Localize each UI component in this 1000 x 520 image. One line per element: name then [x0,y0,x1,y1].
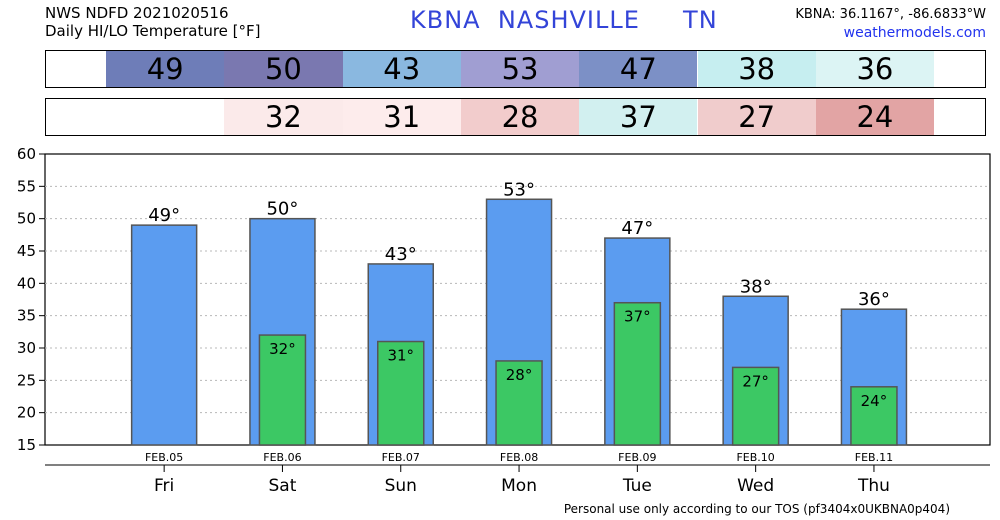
date-label: FEB.05 [145,451,183,464]
low-cell [106,99,225,135]
footer-note: Personal use only according to our TOS (… [563,502,950,516]
high-cell: 38 [697,51,816,87]
date-label: FEB.07 [382,451,420,464]
station-title: KBNA NASHVILLE TN [410,6,718,34]
model-run-label: NWS NDFD 2021020516 [45,4,229,22]
day-label: Tue [622,476,652,496]
low-cell: 27 [697,99,816,135]
low-cell: 32 [224,99,343,135]
low-cell: 24 [815,99,935,135]
high-bar-label: 36° [858,289,890,310]
high-temperature-strip: 49 50 43 53 47 38 36 [45,50,986,88]
low-bar-label: 28° [506,366,533,384]
date-label: FEB.08 [500,451,538,464]
y-tick-label: 20 [17,404,36,422]
high-bar-label: 53° [503,179,535,200]
temperature-chart: 15 20 25 30 35 40 45 50 55 60 49° FEB.05 Fri 50° 32° FE… [17,145,991,496]
date-label: FEB.10 [736,451,774,464]
day-label: Wed [737,476,774,496]
high-cell: 50 [224,51,343,87]
high-cell: 47 [579,51,698,87]
low-bar [495,360,543,446]
y-tick-label: 55 [17,177,36,195]
low-bar [377,340,425,446]
low-bar-label: 24° [861,392,888,410]
high-cell: 43 [342,51,461,87]
low-cell: 28 [460,99,580,135]
high-bar-label: 49° [148,205,180,226]
low-bar [613,301,662,446]
low-bar-label: 31° [387,347,414,365]
low-bar [850,386,898,446]
y-tick-label: 45 [17,242,36,260]
y-tick-label: 25 [17,371,36,389]
low-cell: 37 [579,99,698,135]
low-bar [258,334,307,446]
product-label: Daily HI/LO Temperature [°F] [45,22,261,40]
date-label: FEB.11 [855,451,893,464]
high-cell: 36 [815,51,935,87]
low-bar [731,366,780,446]
day-label: Fri [154,476,174,496]
high-cell: 49 [106,51,225,87]
y-tick-label: 30 [17,339,36,357]
day-label: Mon [501,476,537,496]
website-link[interactable]: weathermodels.com [843,25,986,41]
high-bar-label: 38° [740,276,772,297]
date-label: FEB.09 [618,451,656,464]
date-label: FEB.06 [263,451,301,464]
y-tick-label: 35 [17,307,36,325]
high-bar [130,224,198,446]
y-tick-label: 15 [17,436,36,454]
low-bar-label: 27° [742,372,769,390]
high-bar-label: 50° [266,199,298,220]
day-label: Sat [269,476,297,496]
low-cell: 31 [342,99,461,135]
low-bar-label: 32° [269,340,296,358]
y-tick-label: 40 [17,274,36,292]
y-tick-label: 60 [17,145,36,163]
day-label: Sun [385,476,417,496]
high-cell: 53 [460,51,580,87]
low-bar-label: 37° [624,308,651,326]
y-tick-label: 50 [17,210,36,228]
station-coordinates: KBNA: 36.1167°, -86.6833°W [795,7,986,22]
low-temperature-strip: 32 31 28 37 27 24 [45,98,986,136]
high-bar-label: 43° [385,244,417,265]
day-label: Thu [857,476,890,496]
header-info: NWS NDFD 2021020516 Daily HI/LO Temperat… [45,4,261,40]
high-bar-label: 47° [621,218,653,239]
header-right: KBNA: 36.1167°, -86.6833°W weathermodels… [795,5,986,43]
